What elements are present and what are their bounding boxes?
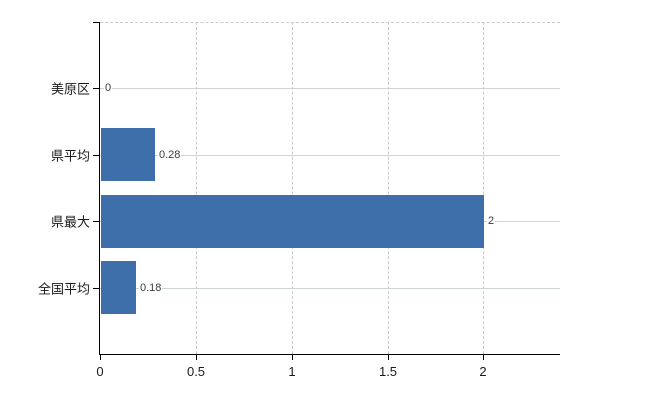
x-axis-tick-label: 0 (96, 364, 104, 379)
x-axis-tick-label: 1.5 (378, 364, 398, 379)
plot-top-border (100, 22, 560, 23)
x-axis-tick (483, 355, 484, 360)
x-axis-tick-label: 1 (288, 364, 296, 379)
category-label: 県平均 (50, 148, 90, 164)
y-axis-tick (93, 221, 99, 222)
vertical-gridline (387, 22, 389, 354)
horizontal-gridline (100, 288, 560, 289)
y-axis-line (99, 22, 100, 355)
bar-value-label: 0.18 (139, 282, 163, 294)
x-axis-tick-label: 0.5 (186, 364, 206, 379)
y-axis-tick (93, 288, 99, 289)
bar-value-label: 0.28 (158, 149, 182, 161)
vertical-gridline (483, 22, 485, 354)
horizontal-gridline (100, 155, 560, 156)
bar-value-label: 0 (104, 82, 113, 94)
category-label: 全国平均 (37, 281, 90, 297)
bar (101, 128, 155, 181)
x-axis-tick-label: 2 (479, 364, 487, 379)
x-axis-tick (292, 355, 293, 360)
vertical-gridline (291, 22, 293, 354)
horizontal-gridline (100, 88, 560, 89)
x-axis-line (100, 354, 560, 355)
x-axis-tick (196, 355, 197, 360)
bar-value-label: 2 (487, 215, 496, 227)
x-axis-tick (388, 355, 389, 360)
bar (101, 261, 136, 314)
x-axis-tick (100, 355, 101, 360)
bar (101, 195, 484, 248)
plot-area: 0 0.28 2 0.18 (100, 22, 560, 354)
y-axis-tick (93, 155, 99, 156)
category-label: 県最大 (50, 214, 90, 230)
vertical-gridline (195, 22, 197, 354)
y-axis-tick (93, 22, 99, 23)
category-label: 美原区 (50, 81, 90, 97)
y-axis-tick (93, 88, 99, 89)
